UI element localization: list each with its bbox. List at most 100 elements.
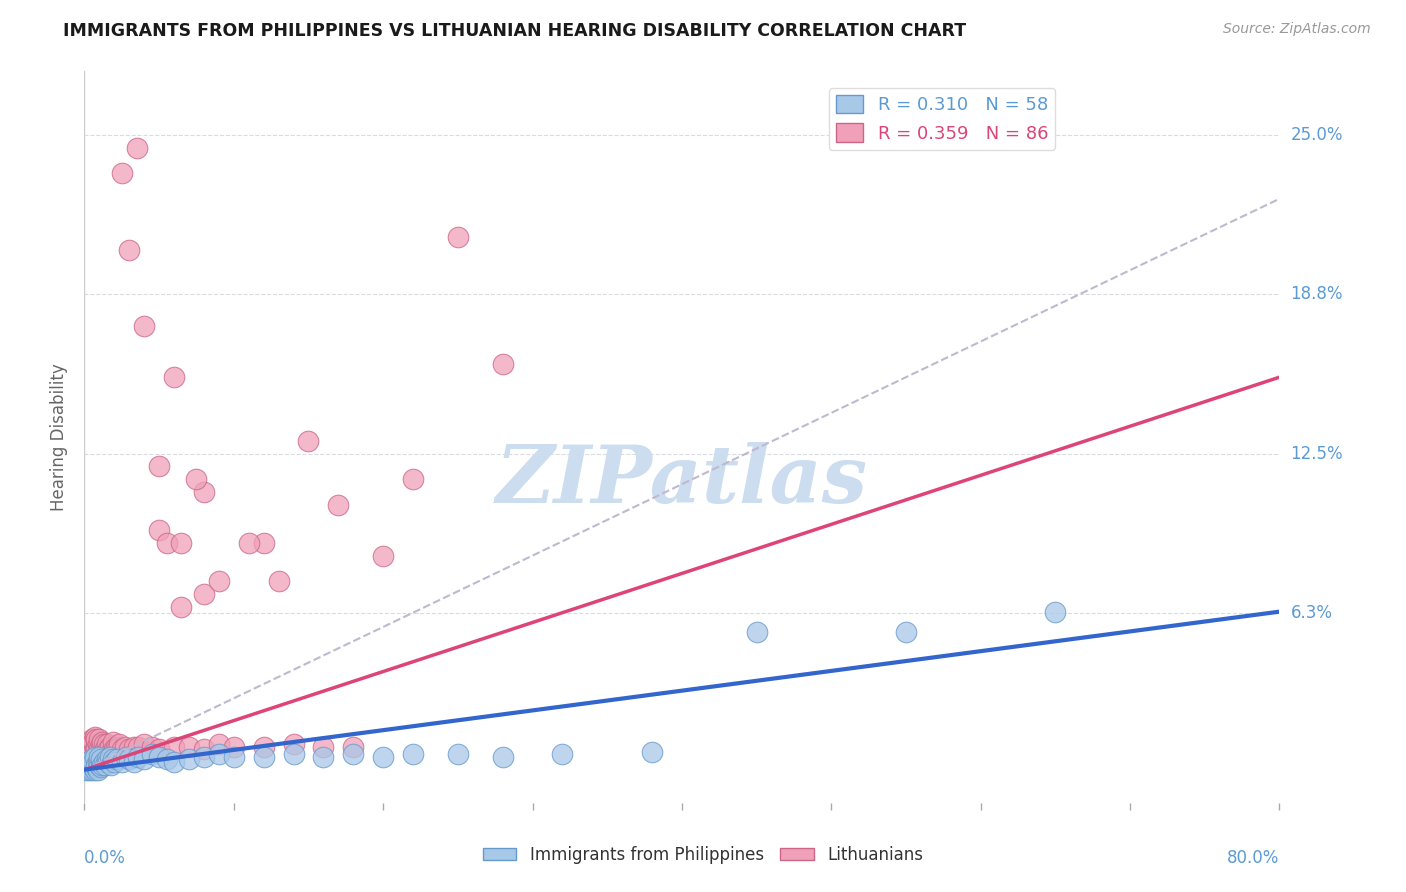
Point: [83, 763, 105, 777]
Point: [89, 752, 111, 766]
Text: 25.0%: 25.0%: [1291, 126, 1343, 145]
Point: [79, 734, 101, 748]
Point: [103, 755, 125, 769]
Point: [76, 757, 98, 772]
Point: [222, 750, 245, 764]
Point: [89, 732, 111, 747]
Point: [328, 498, 350, 512]
Point: [103, 742, 125, 756]
Point: [89, 742, 111, 756]
Point: [80, 757, 103, 772]
Point: [82, 755, 104, 769]
Point: [342, 747, 364, 762]
Point: [90, 760, 112, 774]
Point: [267, 574, 290, 588]
Point: [75, 755, 97, 769]
Point: [125, 141, 148, 155]
Point: [193, 587, 215, 601]
Point: [127, 739, 149, 754]
Point: [551, 747, 574, 762]
Point: [83, 752, 105, 766]
Point: [86, 760, 108, 774]
Point: [97, 755, 120, 769]
Point: [492, 750, 515, 764]
Point: [77, 747, 100, 762]
Point: [312, 739, 335, 754]
Point: [186, 472, 208, 486]
Point: [76, 745, 98, 759]
Y-axis label: Hearing Disability: Hearing Disability: [51, 363, 69, 511]
Point: [86, 750, 108, 764]
Point: [238, 536, 260, 550]
Text: 6.3%: 6.3%: [1291, 604, 1333, 622]
Point: [86, 757, 108, 772]
Point: [141, 747, 163, 762]
Point: [82, 745, 104, 759]
Point: [77, 757, 100, 772]
Point: [148, 459, 170, 474]
Point: [76, 757, 98, 772]
Point: [163, 755, 186, 769]
Point: [373, 750, 395, 764]
Point: [83, 750, 105, 764]
Point: [91, 734, 114, 748]
Point: [253, 536, 276, 550]
Point: [208, 747, 231, 762]
Point: [77, 763, 100, 777]
Point: [86, 732, 108, 747]
Point: [155, 752, 177, 766]
Point: [163, 739, 186, 754]
Point: [148, 523, 170, 537]
Point: [148, 750, 170, 764]
Text: Source: ZipAtlas.com: Source: ZipAtlas.com: [1223, 22, 1371, 37]
Point: [297, 434, 319, 448]
Legend: Immigrants from Philippines, Lithuanians: Immigrants from Philippines, Lithuanians: [477, 839, 929, 871]
Point: [1045, 605, 1067, 619]
Point: [447, 230, 470, 244]
Point: [402, 747, 425, 762]
Point: [101, 734, 124, 748]
Point: [83, 742, 105, 756]
Point: [80, 763, 103, 777]
Point: [894, 625, 917, 640]
Point: [253, 739, 276, 754]
Point: [90, 752, 112, 766]
Point: [93, 737, 115, 751]
Point: [87, 737, 110, 751]
Point: [77, 739, 100, 754]
Point: [447, 747, 470, 762]
Point: [96, 747, 118, 762]
Text: IMMIGRANTS FROM PHILIPPINES VS LITHUANIAN HEARING DISABILITY CORRELATION CHART: IMMIGRANTS FROM PHILIPPINES VS LITHUANIA…: [63, 22, 966, 40]
Point: [87, 755, 110, 769]
Point: [80, 747, 103, 762]
Point: [177, 752, 200, 766]
Point: [98, 739, 121, 754]
Point: [86, 742, 108, 756]
Point: [87, 747, 110, 762]
Point: [115, 750, 138, 764]
Point: [208, 737, 231, 751]
Point: [94, 757, 117, 772]
Point: [114, 739, 136, 754]
Point: [105, 742, 128, 756]
Point: [283, 747, 305, 762]
Text: ZIPatlas: ZIPatlas: [496, 442, 868, 520]
Point: [75, 763, 97, 777]
Point: [111, 742, 134, 756]
Point: [87, 763, 110, 777]
Point: [100, 745, 122, 759]
Point: [96, 737, 118, 751]
Point: [79, 745, 101, 759]
Point: [641, 745, 664, 759]
Point: [91, 745, 114, 759]
Point: [193, 742, 215, 756]
Point: [101, 752, 124, 766]
Point: [118, 752, 141, 766]
Point: [155, 536, 177, 550]
Point: [132, 752, 156, 766]
Point: [80, 752, 103, 766]
Point: [208, 574, 231, 588]
Point: [122, 755, 145, 769]
Point: [312, 750, 335, 764]
Point: [492, 358, 515, 372]
